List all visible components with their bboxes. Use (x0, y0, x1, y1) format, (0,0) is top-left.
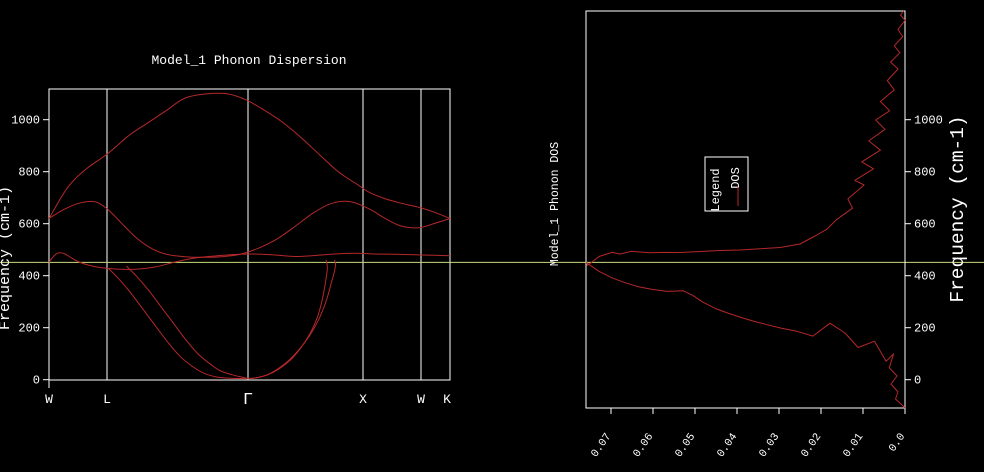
svg-text:800: 800 (18, 166, 40, 180)
svg-text:DOS: DOS (729, 167, 743, 189)
svg-text:400: 400 (914, 270, 936, 284)
svg-text:600: 600 (914, 218, 936, 232)
svg-text:Frequency (cm-1): Frequency (cm-1) (947, 115, 969, 302)
svg-text:0: 0 (33, 374, 40, 388)
svg-text:Model_1 Phonon Dispersion: Model_1 Phonon Dispersion (151, 53, 346, 68)
svg-text:W: W (45, 392, 53, 407)
svg-text:0: 0 (914, 374, 921, 388)
svg-text:200: 200 (18, 322, 40, 336)
svg-text:400: 400 (18, 270, 40, 284)
svg-text:Frequency (cm-1): Frequency (cm-1) (0, 186, 14, 330)
svg-text:X: X (359, 392, 367, 407)
svg-text:L: L (103, 392, 111, 407)
svg-text:Legend: Legend (709, 168, 723, 211)
svg-text:K: K (443, 392, 451, 407)
svg-text:1000: 1000 (11, 114, 40, 128)
svg-text:200: 200 (914, 322, 936, 336)
svg-text:Model_1 Phonon DOS: Model_1 Phonon DOS (549, 142, 562, 266)
svg-text:W: W (417, 392, 425, 407)
svg-text:800: 800 (914, 166, 936, 180)
svg-text:1000: 1000 (914, 114, 943, 128)
svg-text:600: 600 (18, 218, 40, 232)
svg-text:Γ: Γ (243, 391, 253, 410)
